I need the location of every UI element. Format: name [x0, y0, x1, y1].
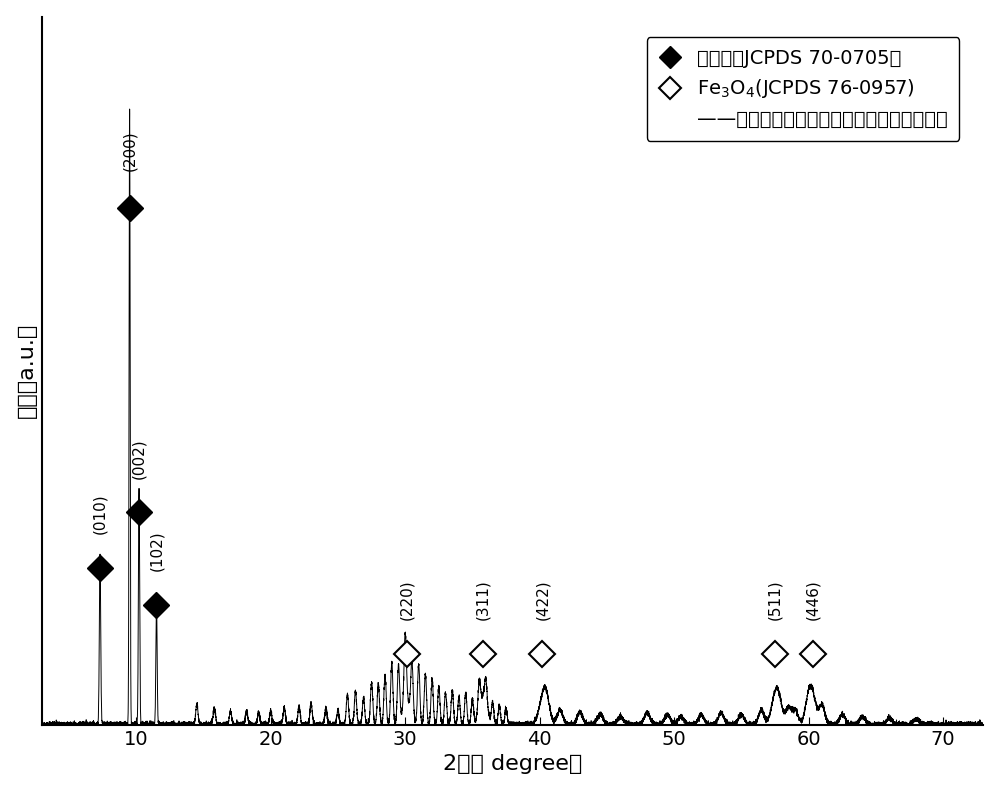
- Text: (422): (422): [535, 580, 550, 620]
- Text: (200): (200): [122, 130, 137, 171]
- Text: (311): (311): [476, 580, 491, 620]
- X-axis label: 2？（ degree）: 2？（ degree）: [443, 755, 582, 774]
- Legend: 杂多酸（JCPDS 70-0705）, Fe$_{3}$O$_{4}$(JCPDS 76-0957), ——杂多酸离子液体负载氨基化磁性复合材料: 杂多酸（JCPDS 70-0705）, Fe$_{3}$O$_{4}$(JCPD…: [647, 37, 959, 141]
- Y-axis label: 强度（a.u.）: 强度（a.u.）: [17, 324, 37, 418]
- Text: (102): (102): [149, 530, 164, 571]
- Text: (010): (010): [93, 494, 108, 534]
- Text: (446): (446): [805, 580, 820, 620]
- Text: (220): (220): [399, 580, 414, 620]
- Text: (511): (511): [767, 580, 782, 620]
- Text: (002): (002): [132, 438, 147, 479]
